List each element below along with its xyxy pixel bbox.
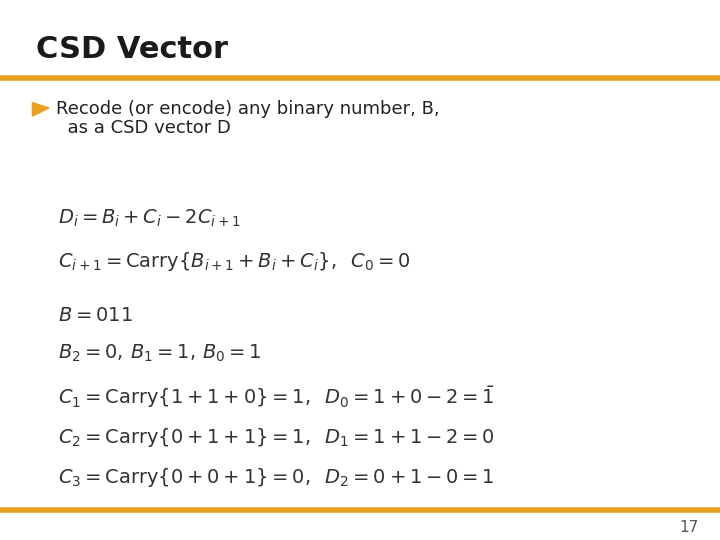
Text: $B_2 = 0,\, B_1 = 1,\, B_0 = 1$: $B_2 = 0,\, B_1 = 1,\, B_0 = 1$ <box>58 343 261 364</box>
Text: $B = 011$: $B = 011$ <box>58 306 132 326</box>
Text: 17: 17 <box>679 519 698 535</box>
Text: $D_i = B_i + C_i - 2C_{i+1}$: $D_i = B_i + C_i - 2C_{i+1}$ <box>58 208 240 230</box>
Text: $C_1 = \mathrm{Carry}\{1+1+0\} = 1,\;\; D_0 = 1+0-2 = \bar{1}$: $C_1 = \mathrm{Carry}\{1+1+0\} = 1,\;\; … <box>58 384 495 410</box>
Polygon shape <box>32 103 49 116</box>
Text: $C_{i+1} = \mathrm{Carry}\{B_{i+1} + B_i + C_i\},\;\; C_0 = 0$: $C_{i+1} = \mathrm{Carry}\{B_{i+1} + B_i… <box>58 251 410 273</box>
Text: as a CSD vector D: as a CSD vector D <box>56 119 231 137</box>
Text: Recode (or encode) any binary number, B,: Recode (or encode) any binary number, B, <box>56 100 440 118</box>
Text: CSD Vector: CSD Vector <box>36 35 228 64</box>
Text: $C_3 = \mathrm{Carry}\{0+0+1\} = 0,\;\; D_2 = 0+1-0 = 1$: $C_3 = \mathrm{Carry}\{0+0+1\} = 0,\;\; … <box>58 467 494 489</box>
Text: $C_2 = \mathrm{Carry}\{0+1+1\} = 1,\;\; D_1 = 1+1-2 = 0$: $C_2 = \mathrm{Carry}\{0+1+1\} = 1,\;\; … <box>58 426 495 449</box>
